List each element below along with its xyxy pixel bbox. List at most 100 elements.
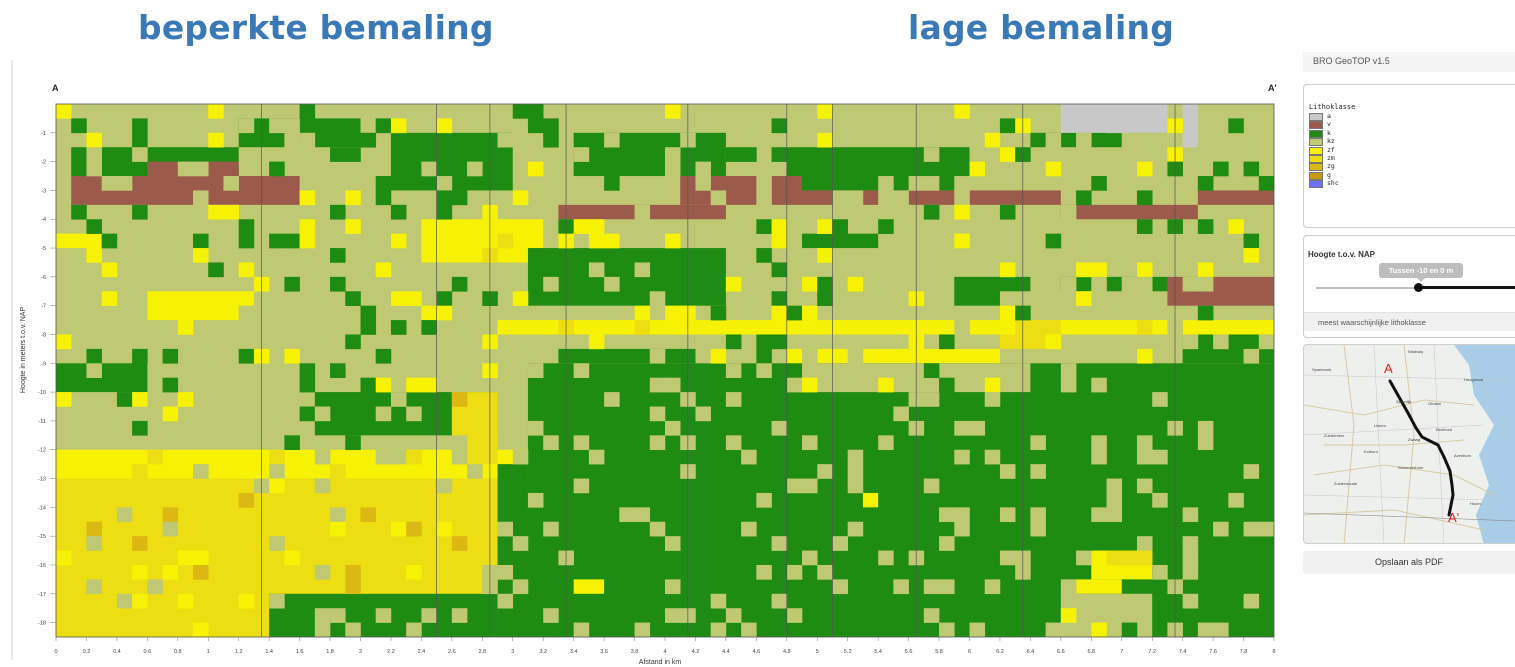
lithology-cell-zf (299, 233, 316, 249)
save-pdf-button[interactable]: Opslaan als PDF (1303, 551, 1515, 574)
heading-right: lage bemaling (908, 8, 1175, 47)
lithology-cell-kz (1228, 492, 1244, 508)
lithology-cell-zf (436, 305, 453, 321)
lithology-cell-kz (543, 521, 559, 537)
lithology-cell-k (436, 291, 453, 306)
lithology-cell-kz (390, 449, 407, 465)
map-place-names: Wadway Hoogwoud Spanbroek Spierdijk Obdam Ber… (1312, 349, 1483, 506)
location-map[interactable]: A A' Wadway Hoogwoud Spanbroek Spierdijk Obd… (1303, 344, 1515, 544)
lithology-cell-kz (1258, 521, 1275, 537)
lithology-cell-kz (999, 291, 1016, 306)
lithology-cell-kz (665, 579, 681, 595)
lithology-cell-zg (345, 564, 361, 580)
lithology-cell-zf (588, 233, 605, 249)
lithology-cell-zf (1060, 608, 1077, 623)
lithology-cell-kz (193, 161, 209, 177)
x-tick-label: 4.8 (783, 649, 791, 655)
lithology-cell-a (1106, 104, 1123, 119)
lithology-cell-kz (710, 593, 727, 609)
map-place-label: Obdam (1428, 401, 1442, 406)
lithology-cell-k (299, 104, 316, 119)
lithology-cell-k (710, 305, 727, 321)
lithology-cell-k (543, 118, 559, 134)
lithology-cell-zf (101, 262, 118, 278)
legend-item-zg: zg (1309, 162, 1449, 172)
lithology-cell-zf (406, 291, 422, 306)
lithology-cell-kz (1258, 334, 1275, 350)
lithology-cell-k (360, 132, 377, 148)
lithology-cell-kz (1197, 435, 1214, 451)
x-tick-label: 4.2 (692, 649, 700, 655)
lithology-cell-k (756, 348, 772, 364)
lithology-cell-kz (86, 161, 102, 177)
lithology-cell-zg (451, 392, 468, 407)
lithology-cell-k (756, 334, 772, 350)
lithology-cell-k (208, 262, 224, 278)
lithology-cell-kz (802, 348, 818, 364)
lithology-cell-kz (375, 449, 392, 465)
legend-swatch (1309, 180, 1323, 189)
lithology-cell-kz (954, 320, 970, 335)
x-tick-label: 1.6 (296, 649, 304, 655)
map-place-label: Kolhorn (1364, 449, 1378, 454)
lithology-cell-kz (756, 492, 772, 508)
lithology-cell-zm (132, 464, 148, 479)
lithology-cell-zf (299, 190, 316, 206)
lithology-cell-zf (999, 147, 1016, 162)
lithology-cell-k (741, 147, 757, 162)
lithology-cell-zf (1076, 262, 1092, 278)
x-tick-label: 0.2 (83, 649, 91, 655)
lithology-cell-kz (1182, 564, 1199, 580)
lithology-cell-kz (147, 579, 163, 595)
lithology-cell-zf (1076, 291, 1092, 306)
lithology-cell-zg (132, 536, 148, 551)
legend-label: zm (1327, 154, 1335, 162)
lithology-cell-kz (116, 507, 133, 523)
legend-item-shc: shc (1309, 179, 1449, 189)
lithology-cell-k (878, 219, 894, 234)
lithology-cell-zf (56, 392, 72, 407)
lithology-cell-k (725, 147, 742, 162)
lithology-cell-kz (984, 449, 1001, 465)
lithoclass-mode-select[interactable]: meest waarschijnlijke lithoklasse (1304, 312, 1515, 331)
lithology-cell-kz (878, 176, 894, 191)
map-place-label: Berkhout (1436, 427, 1453, 432)
lithology-cell-kz (1197, 420, 1214, 436)
lithology-cell-zm (1136, 320, 1153, 335)
lithology-cell-kz (284, 118, 300, 134)
y-tick-label: -18 (38, 621, 46, 627)
lithology-cell-zf (284, 550, 300, 566)
lithology-cell-zf (101, 291, 118, 306)
lithology-cell-kz (786, 377, 803, 393)
lithology-cell-kz (467, 161, 483, 177)
height-slider-handle[interactable] (1414, 283, 1423, 292)
y-tick-label: -12 (38, 448, 46, 454)
lithology-cell-kz (817, 464, 833, 479)
lithology-cell-a (1121, 104, 1138, 119)
lithology-cell-kz (1030, 521, 1046, 537)
x-tick-label: 3 (511, 649, 514, 655)
lithology-cell-kz (299, 132, 316, 148)
lithology-cell-kz (573, 435, 590, 451)
lithology-cell-k (360, 377, 377, 393)
legend-item-kz: kz (1309, 137, 1449, 147)
x-tick-label: 7.6 (1209, 649, 1217, 655)
lithology-cell-kz (345, 622, 361, 638)
lithology-cell-zf (390, 291, 407, 306)
lithology-cell-zf (954, 233, 970, 249)
lithology-cell-kz (665, 161, 681, 177)
lithology-cell-k (756, 248, 772, 263)
lithology-cell-kz (756, 190, 772, 206)
lithology-cell-k (330, 276, 346, 292)
lithology-cell-k (284, 276, 300, 292)
lithology-cell-zf (771, 305, 788, 321)
lithology-cell-kz (756, 176, 772, 191)
lithology-cell-zf (345, 190, 361, 206)
lithology-cell-kz (512, 449, 529, 465)
lithology-cell-zf (177, 320, 194, 335)
lithology-cell-kz (1182, 536, 1199, 551)
x-axis-ticks: 0 0.2 0.4 0.6 0.8 1 1.2 1.4 1.6 1.8 2 2.2 2.4 2.6 2.8 3… (54, 637, 1276, 655)
lithology-cell-k (756, 219, 772, 234)
legend-box: Lithoklasse a v k kz zf zm zg g shc (1303, 84, 1515, 228)
lithology-cell-k (1243, 161, 1260, 177)
